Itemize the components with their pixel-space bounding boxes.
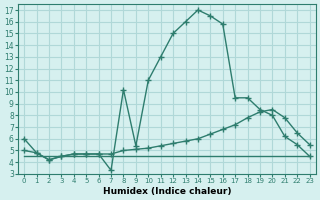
X-axis label: Humidex (Indice chaleur): Humidex (Indice chaleur) <box>103 187 231 196</box>
